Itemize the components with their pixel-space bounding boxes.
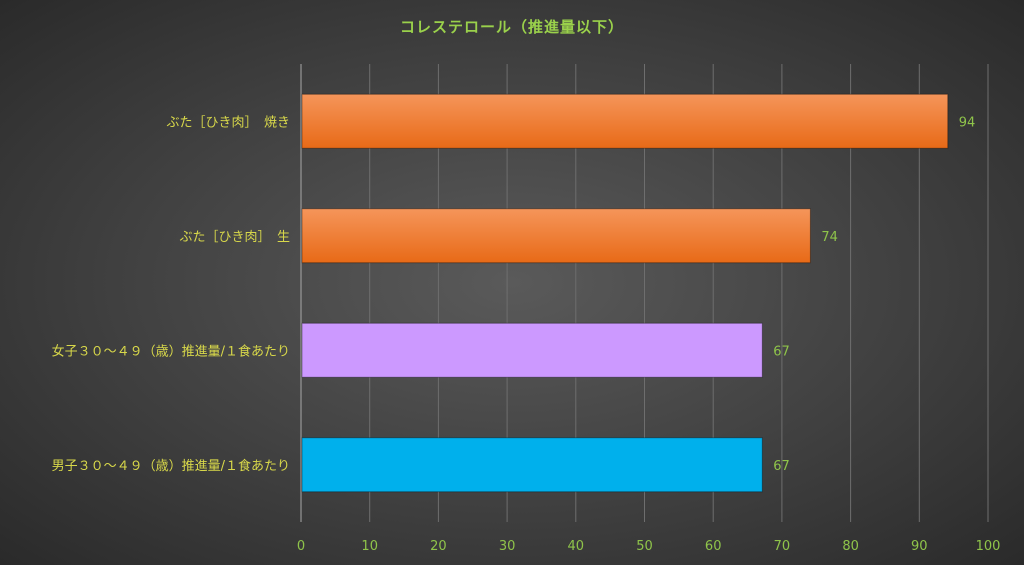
x-tick-label: 40: [568, 539, 585, 554]
x-tick-label: 60: [705, 539, 722, 554]
x-tick-label: 100: [976, 539, 1001, 554]
x-tick-label: 10: [361, 539, 378, 554]
x-tick-label: 20: [430, 539, 447, 554]
data-label: 94: [959, 115, 976, 130]
chart-title: コレステロール（推進量以下）: [399, 18, 624, 36]
category-label: 女子３０～４９（歳）推進量/１食あたり: [52, 343, 290, 359]
category-label: ぶた［ひき肉］ 焼き: [166, 115, 290, 130]
category-label: 男子３０～４９（歳）推進量/１食あたり: [52, 458, 290, 474]
category-label: ぶた［ひき肉］ 生: [179, 230, 290, 245]
data-label: 67: [773, 344, 790, 359]
bar: [301, 93, 949, 149]
x-tick-label: 50: [636, 539, 653, 554]
x-tick-label: 80: [842, 539, 859, 554]
data-label: 67: [773, 459, 790, 474]
bar: [301, 437, 763, 493]
x-tick-label: 70: [774, 539, 791, 554]
bar: [301, 322, 763, 378]
x-tick-label: 90: [911, 539, 928, 554]
bar: [301, 208, 811, 264]
data-label: 74: [821, 230, 838, 245]
x-tick-label: 30: [499, 539, 516, 554]
x-tick-label: 0: [297, 539, 305, 554]
